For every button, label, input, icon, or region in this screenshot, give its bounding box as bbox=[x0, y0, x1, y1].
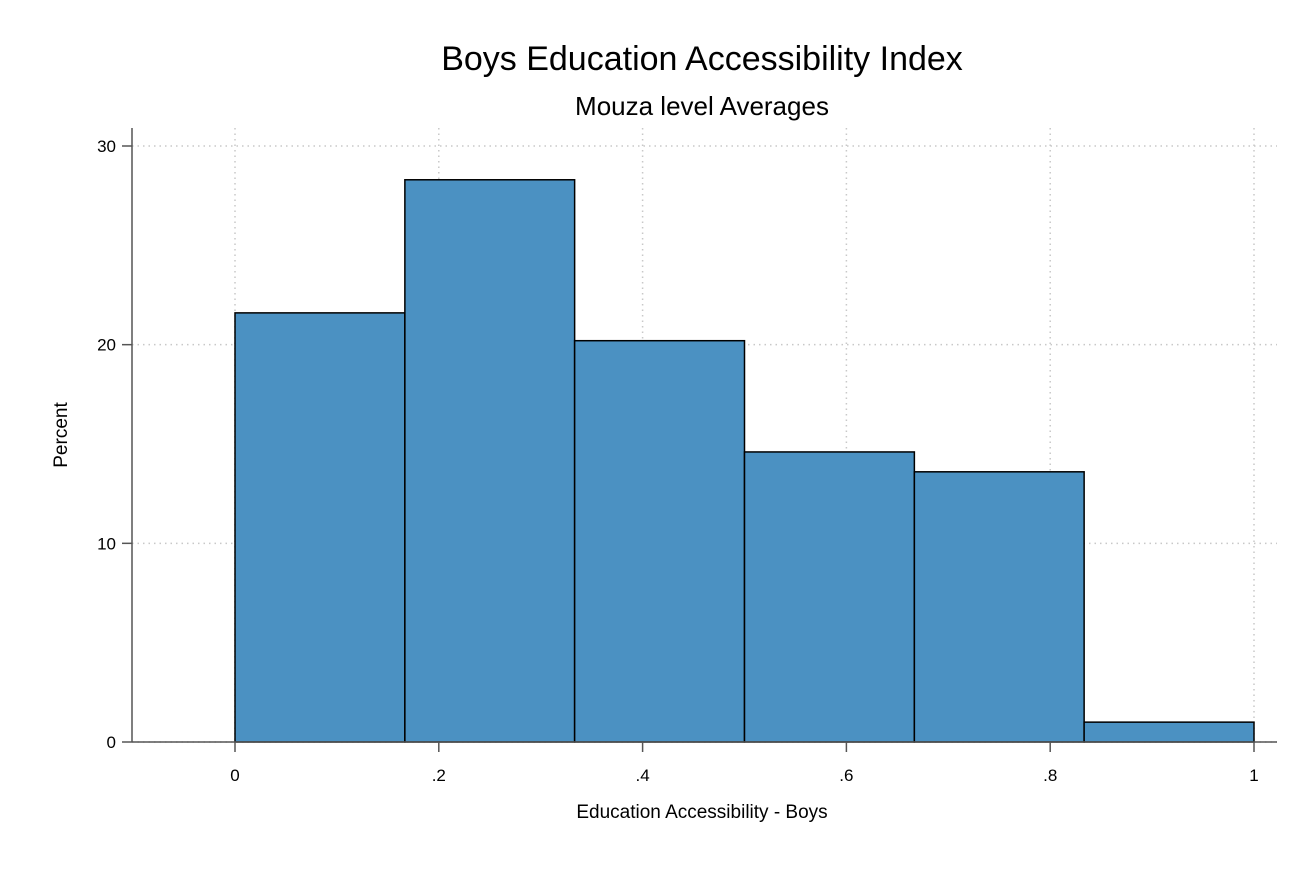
axes: 0 10 20 30 0 .2 .4 .6 .8 1 bbox=[97, 128, 1277, 785]
y-tick-label: 20 bbox=[97, 336, 116, 355]
x-tick-label: .4 bbox=[636, 766, 650, 785]
y-tick-label: 10 bbox=[97, 534, 116, 553]
histogram-bar bbox=[404, 179, 576, 743]
bars bbox=[234, 179, 1255, 743]
y-tick-label: 0 bbox=[107, 733, 116, 752]
chart-title: Boys Education Accessibility Index bbox=[441, 40, 963, 78]
y-axis-label: Percent bbox=[51, 402, 72, 468]
x-tick-label: .8 bbox=[1043, 766, 1057, 785]
histogram-bar bbox=[743, 451, 916, 743]
chart-subtitle: Mouza level Averages bbox=[575, 91, 829, 121]
x-axis-label: Education Accessibility - Boys bbox=[576, 802, 827, 823]
histogram-bar bbox=[234, 312, 406, 743]
y-tick-label: 30 bbox=[97, 137, 116, 156]
histogram-bar bbox=[913, 471, 1085, 743]
histogram-bar bbox=[1083, 721, 1255, 743]
x-tick-label: 0 bbox=[230, 766, 239, 785]
x-tick-label: 1 bbox=[1249, 766, 1258, 785]
x-tick-label: .2 bbox=[432, 766, 446, 785]
x-tick-label: .6 bbox=[839, 766, 853, 785]
histogram-bar bbox=[573, 339, 746, 743]
